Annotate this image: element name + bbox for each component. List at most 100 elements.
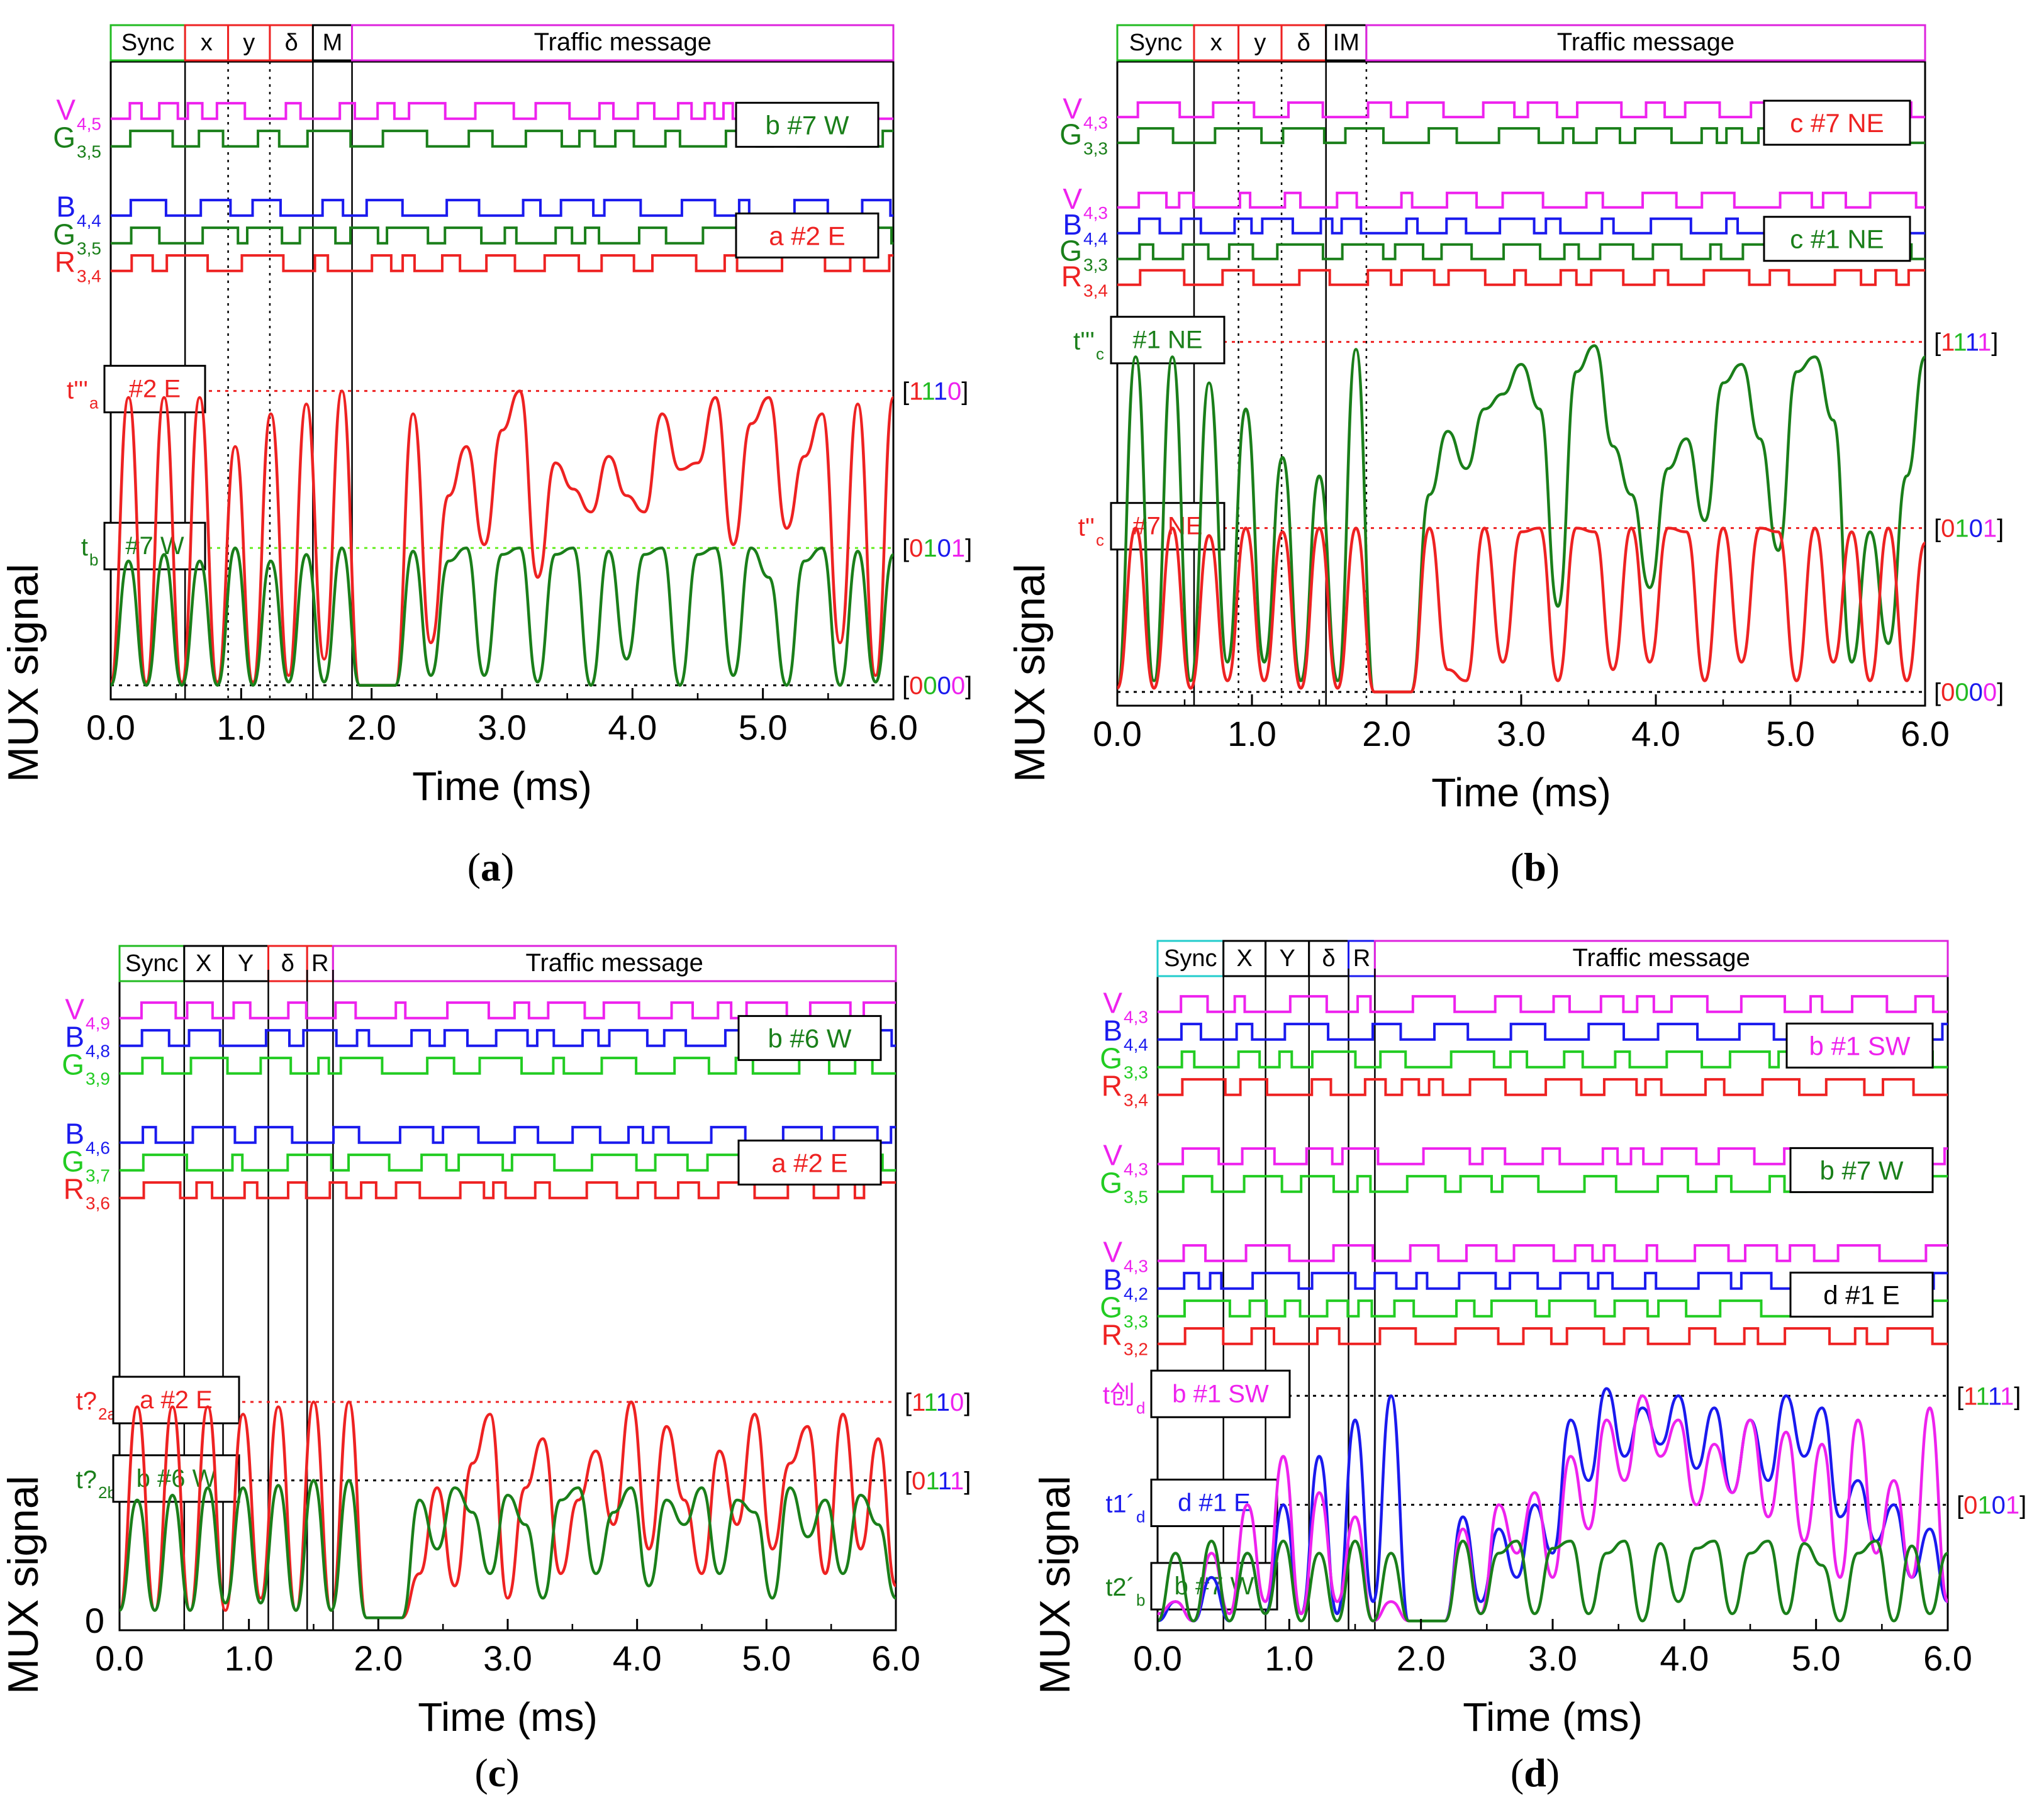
signal-series-line bbox=[1157, 1394, 1950, 1623]
channel-subscript: 4,3 bbox=[1124, 1256, 1148, 1276]
car-label-box bbox=[1789, 1147, 1934, 1193]
level-box bbox=[1150, 1479, 1278, 1527]
channel-subscript: 3,5 bbox=[77, 142, 101, 161]
level-box bbox=[1150, 1369, 1291, 1418]
channel-label: G bbox=[1100, 1166, 1122, 1199]
level-box-label: d #1 E bbox=[1178, 1489, 1251, 1517]
frame-segment-label: x bbox=[1210, 30, 1222, 56]
channel-subscript: 4,3 bbox=[1124, 1007, 1148, 1026]
y-axis-title: MUX signal bbox=[0, 1476, 47, 1694]
x-tick-label: 6.0 bbox=[1923, 1638, 1972, 1678]
x-axis-title: Time (ms) bbox=[418, 1694, 598, 1740]
signal-series-line bbox=[109, 389, 895, 687]
level-box bbox=[1110, 316, 1226, 365]
level-code-bit: 0 bbox=[909, 672, 923, 700]
car-label-box bbox=[1763, 216, 1911, 262]
level-code-bit: 1 bbox=[1977, 329, 1991, 357]
panel-label: (c) bbox=[474, 1750, 519, 1795]
x-tick-label: 3.0 bbox=[483, 1638, 532, 1678]
x-tick-label: 4.0 bbox=[1660, 1638, 1709, 1678]
panel-label-letter: c bbox=[488, 1750, 506, 1795]
x-axis-title: Time (ms) bbox=[1463, 1694, 1643, 1740]
frame-segment-box bbox=[1156, 940, 1225, 977]
frame-segment-box bbox=[1348, 940, 1376, 977]
car-label: b #6 W bbox=[768, 1023, 851, 1053]
level-code-bracket: [ bbox=[905, 1389, 912, 1416]
level-code-bit: 1 bbox=[938, 1467, 951, 1495]
level-code-bit: 0 bbox=[1963, 1492, 1977, 1520]
level-code-bit: 1 bbox=[2000, 1382, 2014, 1410]
x-tick-label: 0.0 bbox=[1133, 1638, 1182, 1678]
channel-label: V bbox=[65, 992, 84, 1025]
level-code-bit: 0 bbox=[951, 672, 965, 700]
channel-label: G bbox=[1100, 1042, 1122, 1074]
level-code-bracket: ] bbox=[961, 378, 968, 406]
channel-subscript: 3,5 bbox=[77, 238, 101, 258]
signal-series-line bbox=[1115, 526, 1927, 694]
frame-segment-label: Y bbox=[238, 950, 254, 977]
level-label: t''' bbox=[67, 377, 88, 404]
level-box-label: #2 E bbox=[129, 375, 181, 403]
x-tick-label: 1.0 bbox=[1265, 1638, 1314, 1678]
level-code-bit: 0 bbox=[912, 1467, 925, 1495]
x-tick-label: 6.0 bbox=[1901, 714, 1950, 753]
signal-series-line bbox=[118, 1400, 898, 1620]
level-code: [1111] bbox=[1934, 329, 1998, 357]
x-tick-label: 5.0 bbox=[1766, 714, 1815, 753]
y-axis-title: MUX signal bbox=[1006, 564, 1054, 782]
frame-segment-label: M bbox=[323, 30, 343, 56]
frame-segment-label: y bbox=[243, 30, 255, 56]
level-code-bit: 1 bbox=[1977, 1492, 1991, 1520]
channel-label: V bbox=[1103, 1138, 1122, 1171]
frame-segment-box bbox=[269, 24, 314, 62]
level-code-bit: 0 bbox=[1983, 679, 1997, 706]
level-code-bracket: ] bbox=[964, 1467, 971, 1495]
level-label: t2´ bbox=[1105, 1574, 1135, 1601]
level-code-bit: 1 bbox=[1988, 1382, 2001, 1410]
level-code-bracket: ] bbox=[1997, 679, 2004, 706]
x-tick-label: 0.0 bbox=[86, 708, 135, 747]
panel-label-letter: a bbox=[481, 845, 501, 889]
level-code: [0111] bbox=[905, 1467, 971, 1495]
channel-label: G bbox=[1100, 1291, 1122, 1323]
channel-label: R bbox=[64, 1172, 84, 1205]
level-code-bit: 1 bbox=[950, 1467, 964, 1495]
channel-subscript: 4,6 bbox=[86, 1138, 110, 1157]
level-code-bit: 1 bbox=[1963, 1382, 1977, 1410]
car-label-box bbox=[1785, 1022, 1934, 1069]
signal-series-line bbox=[109, 546, 895, 687]
channel-label: G bbox=[1059, 118, 1082, 151]
panel-label-letter: d bbox=[1524, 1750, 1546, 1795]
frame-segment-box bbox=[1373, 940, 1949, 977]
channel-label: B bbox=[65, 1117, 84, 1150]
x-tick-label: 3.0 bbox=[477, 708, 527, 747]
level-code: [1110] bbox=[905, 1389, 971, 1416]
channel-subscript: 3,3 bbox=[1083, 139, 1108, 158]
channel-label: R bbox=[1102, 1069, 1122, 1102]
level-code-bit: 1 bbox=[924, 1389, 937, 1416]
level-code-bracket: [ bbox=[1957, 1492, 1963, 1520]
level-label-subscript: b bbox=[89, 550, 98, 569]
level-code-bit: 0 bbox=[923, 672, 937, 700]
frame-segment-label: Y bbox=[1280, 945, 1295, 972]
frame-segment-label: X bbox=[196, 950, 211, 977]
channel-label: V bbox=[1103, 1235, 1122, 1268]
frame-segment-label: Traffic message bbox=[1573, 944, 1750, 972]
frame-segment-box bbox=[183, 945, 225, 982]
frame-segment-box bbox=[1193, 24, 1240, 62]
level-code-bit: 1 bbox=[925, 1467, 939, 1495]
channel-label: R bbox=[55, 245, 75, 278]
channel-subscript: 3,9 bbox=[86, 1069, 110, 1088]
x-tick-label: 3.0 bbox=[1497, 714, 1546, 753]
x-tick-label: 2.0 bbox=[1397, 1638, 1446, 1678]
channel-label: R bbox=[1061, 260, 1082, 292]
level-label: t'' bbox=[1078, 514, 1095, 542]
panel-label-paren: ( bbox=[467, 845, 481, 889]
car-label-box bbox=[1789, 1271, 1934, 1318]
panel-label-paren: ) bbox=[506, 1750, 519, 1795]
y-axis-title: MUX signal bbox=[1031, 1476, 1079, 1694]
level-code-bracket: ] bbox=[965, 672, 972, 700]
